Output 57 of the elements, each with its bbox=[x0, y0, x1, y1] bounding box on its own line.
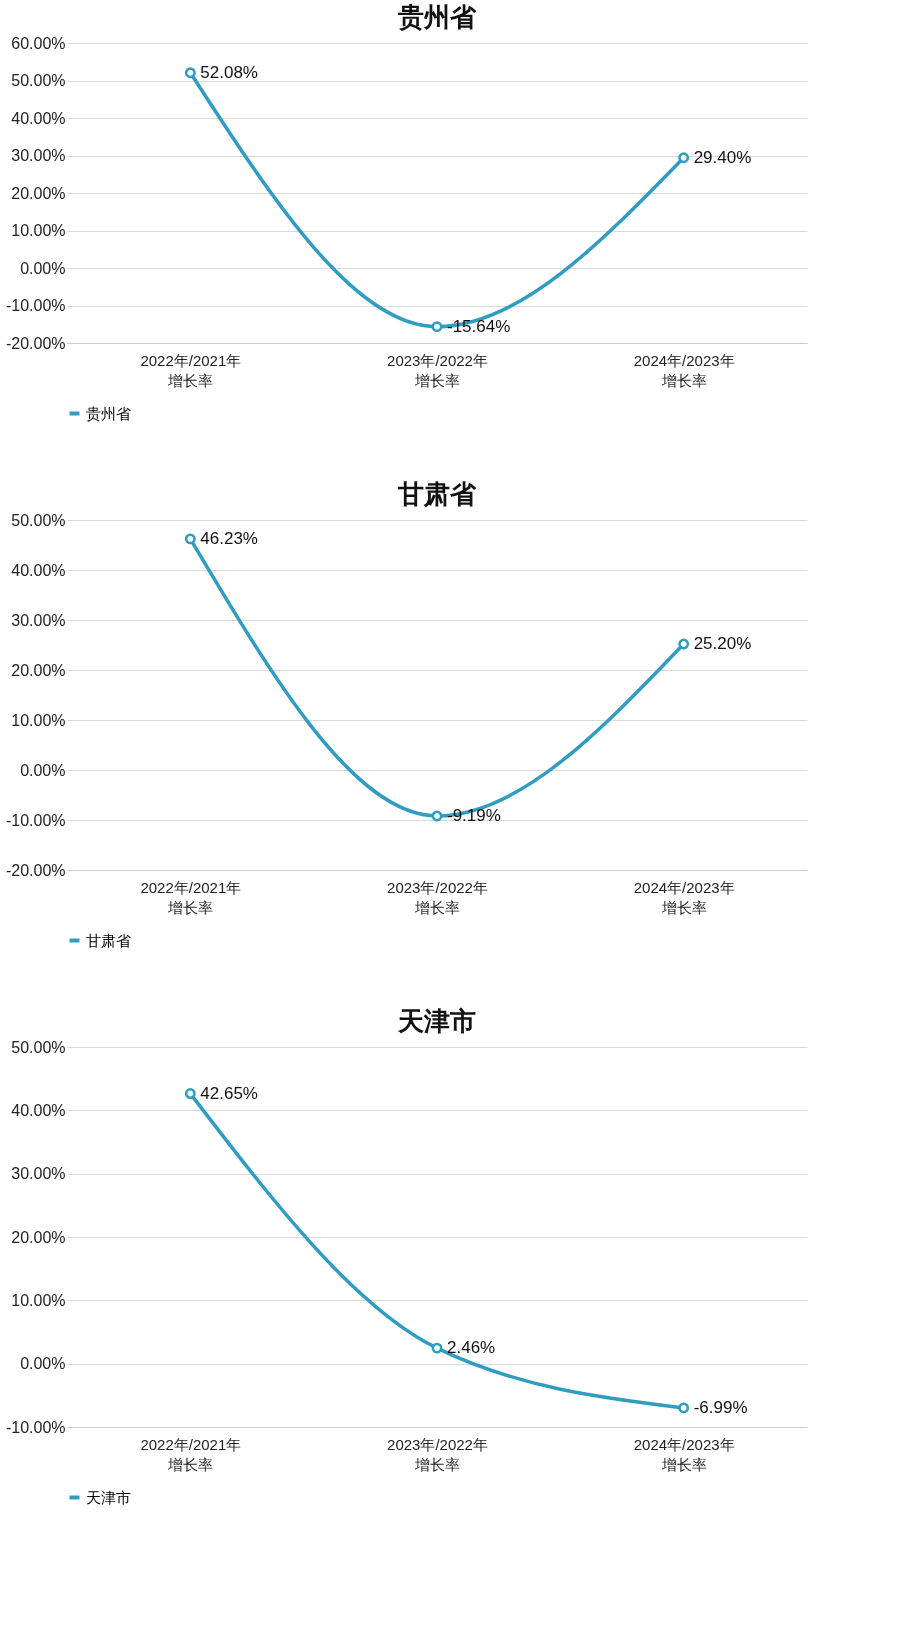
point bbox=[431, 1342, 443, 1354]
point bbox=[431, 321, 443, 333]
y-tick-label: 20.00% bbox=[11, 661, 66, 679]
y-tick-label: 20.00% bbox=[11, 184, 66, 202]
y-tick-label: -10.00% bbox=[5, 811, 66, 829]
y-tick-label: 40.00% bbox=[11, 109, 66, 127]
y-tick-label: 20.00% bbox=[11, 1228, 66, 1246]
point bbox=[678, 152, 690, 164]
y-tick-label: -20.00% bbox=[5, 861, 66, 879]
y-tick-label: 10.00% bbox=[11, 1291, 66, 1309]
data-label: 29.40% bbox=[693, 147, 752, 167]
y-tick-label: 40.00% bbox=[11, 1101, 66, 1119]
y-tick-label: 30.00% bbox=[11, 1165, 66, 1183]
y-tick-label: 10.00% bbox=[11, 711, 66, 729]
point bbox=[184, 533, 196, 545]
y-tick-label: -10.00% bbox=[5, 1418, 66, 1436]
data-label: 42.65% bbox=[200, 1083, 259, 1103]
y-tick-label: 30.00% bbox=[11, 611, 66, 629]
x-tick-label: 2022年/2021年增长率 bbox=[140, 878, 242, 916]
y-tick-label: 40.00% bbox=[11, 561, 66, 579]
y-tick-label: 50.00% bbox=[11, 1038, 66, 1056]
point bbox=[678, 638, 690, 650]
x-tick-label: 2022年/2021年增长率 bbox=[140, 351, 242, 389]
y-tick-label: 0.00% bbox=[20, 259, 66, 277]
y-tick-label: 60.00% bbox=[11, 34, 66, 52]
x-tick-label: 2023年/2022年增长率 bbox=[387, 351, 488, 389]
data-label: -15.64% bbox=[447, 316, 511, 336]
chart-title: 贵州省 bbox=[397, 2, 477, 32]
y-tick-label: -10.00% bbox=[5, 297, 66, 314]
data-label: -9.19% bbox=[447, 805, 501, 825]
y-tick-label: 0.00% bbox=[20, 1355, 66, 1373]
point bbox=[184, 67, 196, 79]
legend-label: 天津市 bbox=[86, 1488, 131, 1506]
point bbox=[678, 1402, 690, 1414]
data-label: -6.99% bbox=[693, 1397, 748, 1417]
legend-label: 甘肃省 bbox=[86, 931, 131, 949]
data-label: 2.46% bbox=[447, 1338, 496, 1358]
data-label: 46.23% bbox=[200, 528, 259, 548]
y-tick-label: 50.00% bbox=[11, 511, 66, 529]
x-tick-label: 2024年/2023年增长率 bbox=[633, 351, 735, 389]
y-tick-label: 50.00% bbox=[11, 72, 66, 89]
x-tick-label: 2022年/2021年增长率 bbox=[140, 1435, 242, 1473]
x-tick-label: 2023年/2022年增长率 bbox=[387, 1435, 488, 1473]
y-tick-label: 10.00% bbox=[11, 222, 66, 239]
data-label: 25.20% bbox=[693, 634, 752, 653]
y-tick-label: -20.00% bbox=[5, 334, 66, 352]
chart-title: 天津市 bbox=[397, 1006, 476, 1036]
point bbox=[184, 1088, 196, 1099]
x-tick-label: 2024年/2023年增长率 bbox=[633, 878, 735, 916]
data-label: 52.08% bbox=[200, 62, 259, 82]
x-tick-label: 2023年/2022年增长率 bbox=[387, 878, 488, 916]
y-tick-label: 30.00% bbox=[11, 147, 66, 164]
point bbox=[431, 810, 443, 822]
legend-label: 贵州省 bbox=[86, 404, 131, 422]
x-tick-label: 2024年/2023年增长率 bbox=[633, 1435, 735, 1473]
chart-title: 甘肃省 bbox=[397, 479, 477, 509]
y-tick-label: 0.00% bbox=[20, 761, 66, 779]
